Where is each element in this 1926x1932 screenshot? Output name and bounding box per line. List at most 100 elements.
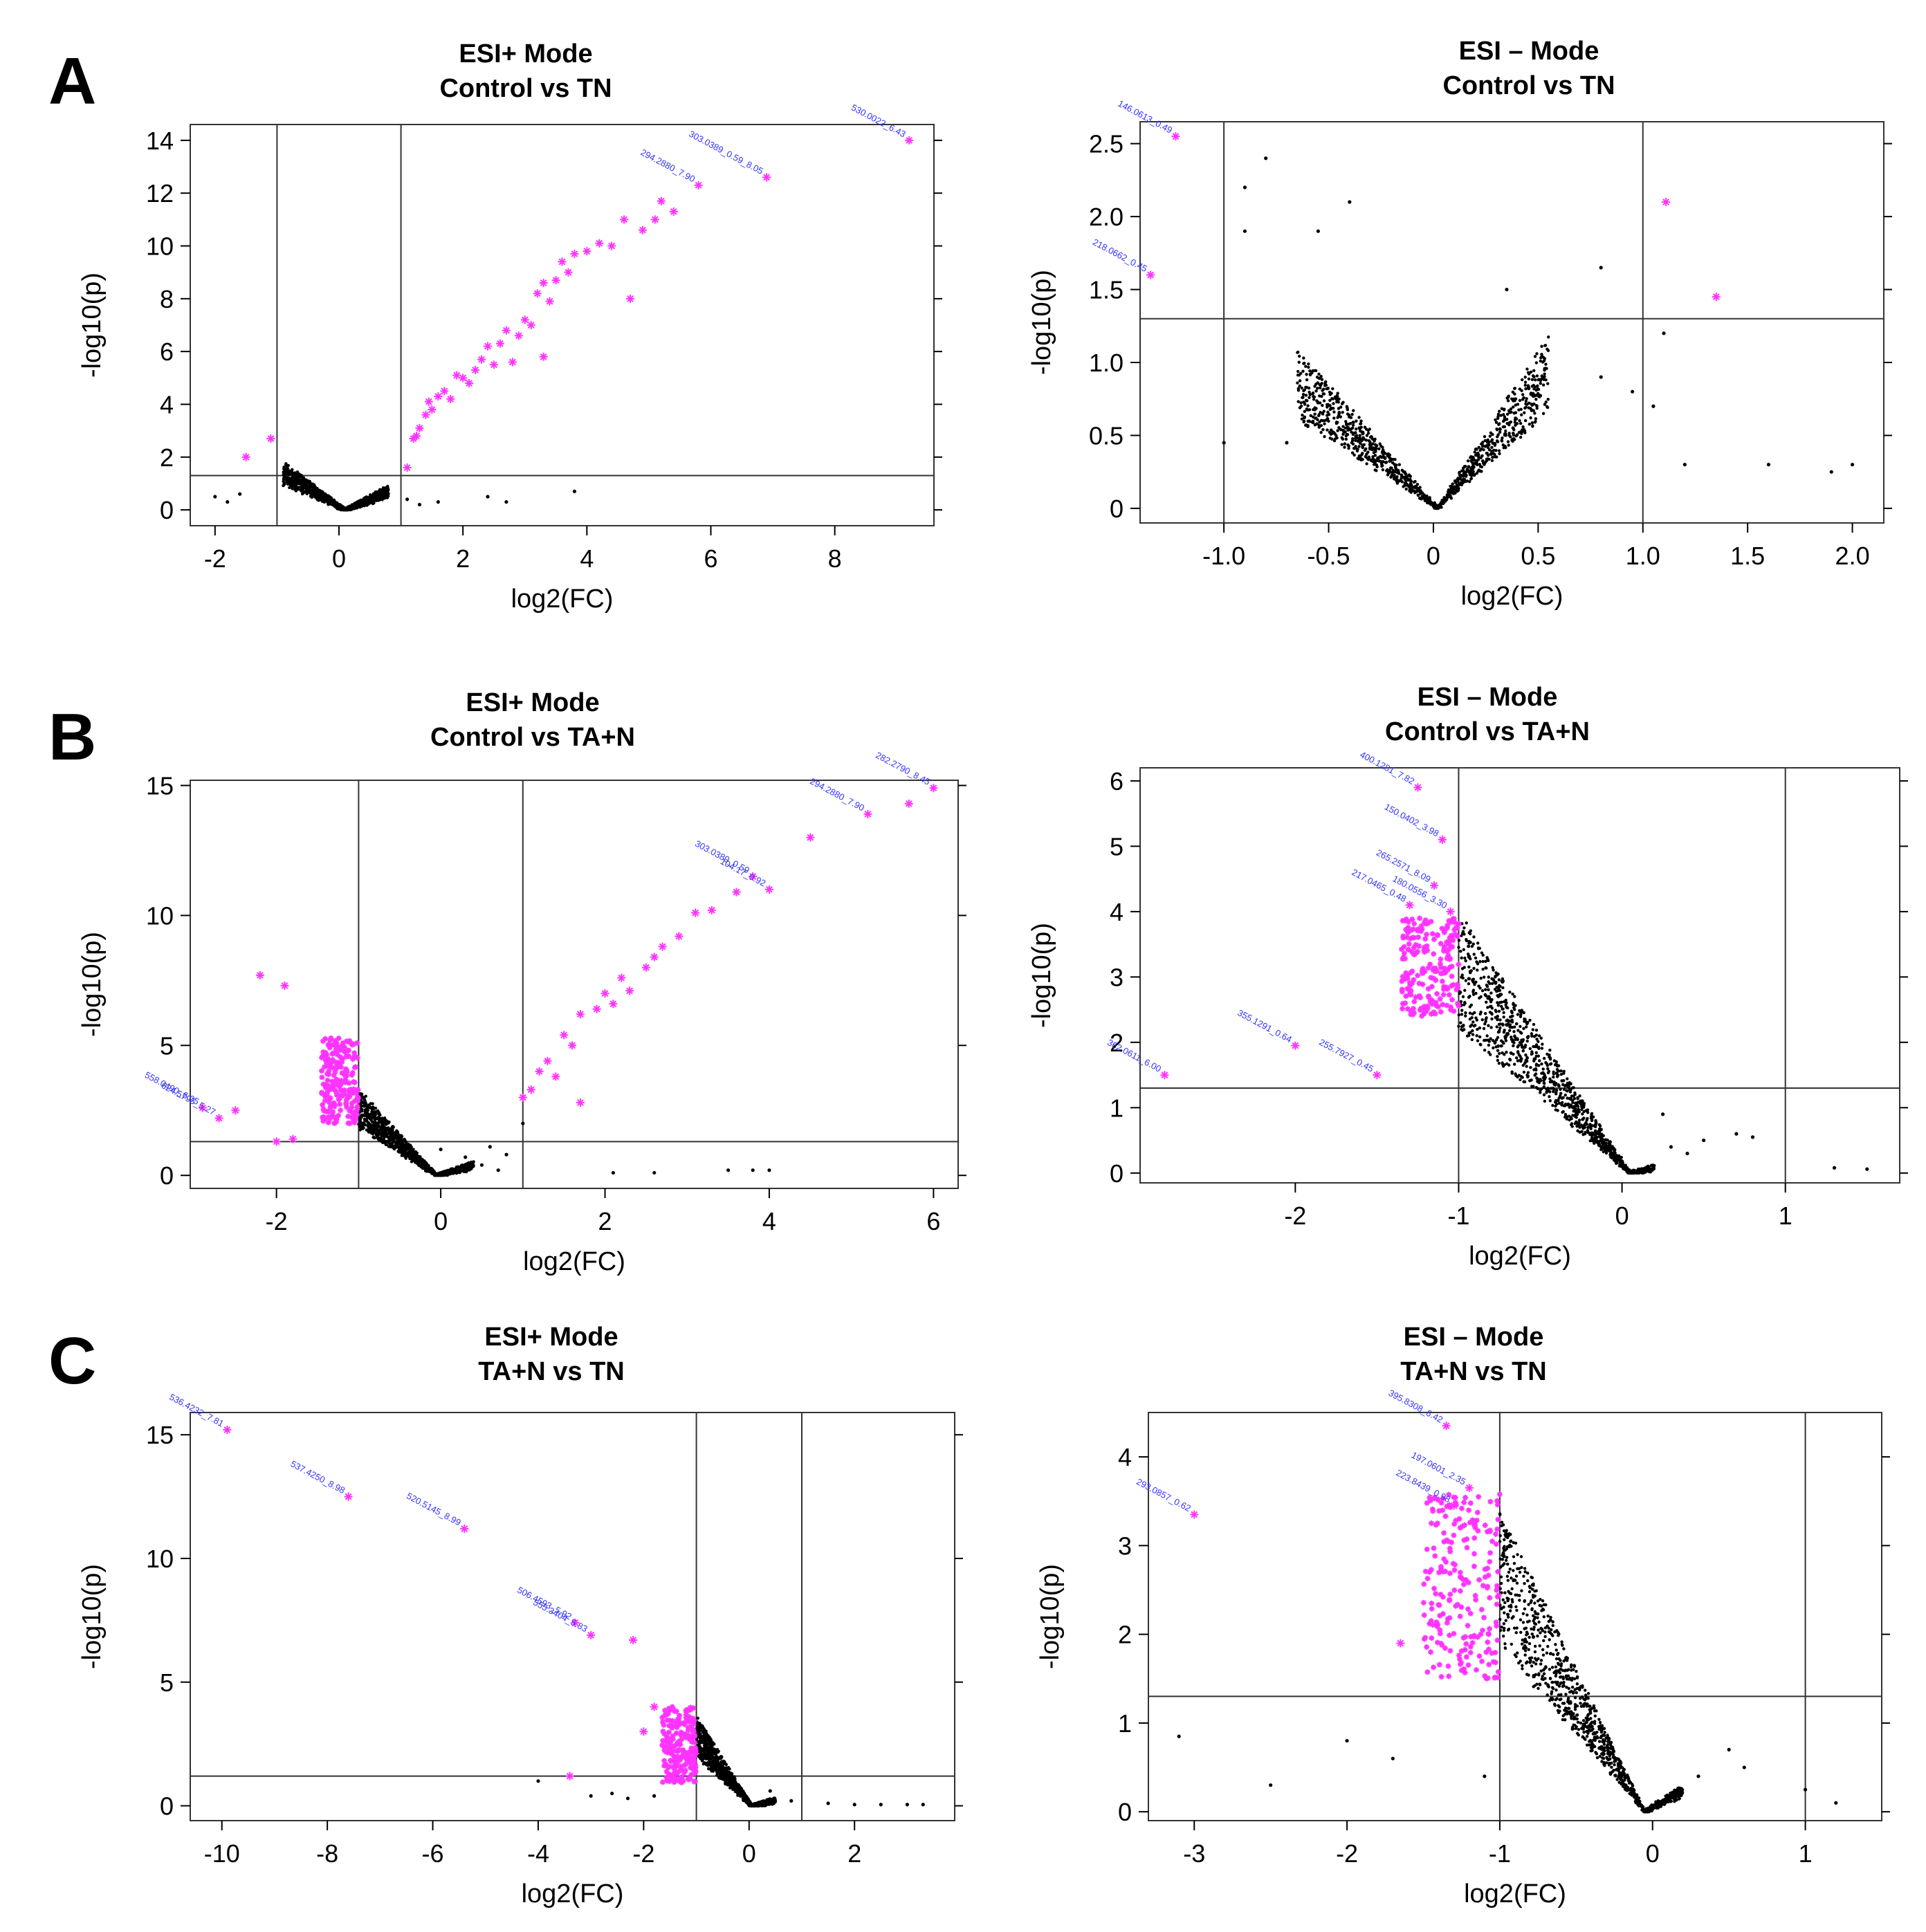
nonsignificant-point <box>1512 1030 1516 1033</box>
x-tick-label: 0 <box>1427 542 1440 570</box>
nonsignificant-point <box>1490 438 1494 441</box>
nonsignificant-point <box>1296 381 1299 385</box>
nonsignificant-point <box>1496 1036 1500 1040</box>
nonsignificant-point <box>389 1134 394 1139</box>
nonsignificant-point <box>1468 970 1472 973</box>
nonsignificant-point <box>1566 1081 1570 1085</box>
nonsignificant-point <box>1344 437 1348 441</box>
significant-point <box>691 908 700 917</box>
nonsignificant-point <box>1457 1013 1461 1017</box>
nonsignificant-point <box>1524 402 1528 406</box>
nonsignificant-point <box>1541 383 1546 387</box>
significant-point <box>333 1059 340 1065</box>
y-tick-label: 4 <box>1110 898 1124 926</box>
significant-point <box>342 1076 349 1083</box>
nonsignificant-point <box>351 506 354 509</box>
nonsignificant-point <box>652 1170 657 1175</box>
significant-point <box>320 1102 326 1108</box>
nonsignificant-point <box>321 499 324 502</box>
nonsignificant-cloud <box>1457 921 1656 1175</box>
nonsignificant-point <box>313 487 317 490</box>
nonsignificant-point <box>1541 412 1546 415</box>
significant-point <box>471 365 480 374</box>
nonsignificant-point <box>1471 456 1475 460</box>
nonsignificant-point <box>1504 432 1507 436</box>
nonsignificant-point <box>1316 229 1320 233</box>
significant-point <box>320 1049 327 1055</box>
nonsignificant-point <box>1461 481 1465 485</box>
significant-point <box>732 887 741 896</box>
nonsignificant-point <box>1530 1052 1534 1056</box>
nonsignificant-point <box>1321 412 1325 416</box>
nonsignificant-point <box>1326 417 1330 421</box>
nonsignificant-point <box>1551 1103 1554 1107</box>
nonsignificant-point <box>1530 1085 1534 1088</box>
nonsignificant-point <box>1355 434 1359 437</box>
nonsignificant-point <box>1470 1023 1474 1027</box>
nonsignificant-point <box>1546 349 1550 353</box>
x-tick-label: -2 <box>204 544 226 573</box>
significant-point <box>535 1067 544 1076</box>
y-tick-label: 2 <box>160 443 174 472</box>
nonsignificant-point <box>383 1120 387 1123</box>
nonsignificant-point <box>1510 1025 1514 1029</box>
significant-point <box>350 1056 356 1062</box>
significant-point <box>514 331 523 340</box>
nonsignificant-point <box>1469 1003 1474 1007</box>
nonsignificant-point <box>1494 1040 1497 1044</box>
nonsignificant-point <box>289 478 293 482</box>
nonsignificant-point <box>1381 463 1384 468</box>
nonsignificant-point <box>1462 932 1466 936</box>
nonsignificant-point <box>1588 1131 1591 1135</box>
nonsignificant-point <box>1361 436 1365 439</box>
nonsignificant-point <box>1485 452 1489 455</box>
y-tick-label: 2 <box>1110 1029 1124 1057</box>
nonsignificant-point <box>1455 483 1459 486</box>
nonsignificant-point <box>1503 425 1507 429</box>
nonsignificant-point <box>1337 407 1341 410</box>
significant-point <box>650 215 659 224</box>
nonsignificant-point <box>1476 451 1480 455</box>
nonsignificant-point <box>1535 352 1539 356</box>
nonsignificant-point <box>1597 1130 1601 1133</box>
nonsignificant-point <box>1505 1062 1509 1066</box>
nonsignificant-point <box>1467 982 1471 986</box>
nonsignificant-point <box>1476 458 1480 461</box>
nonsignificant-point <box>1552 1087 1556 1092</box>
nonsignificant-point <box>1471 1033 1475 1036</box>
significant-point <box>241 452 250 461</box>
nonsignificant-point <box>1590 1115 1594 1119</box>
significant-point <box>333 1040 340 1047</box>
nonsignificant-point <box>1476 968 1479 972</box>
nonsignificant-point <box>1491 966 1494 969</box>
nonsignificant-point <box>1296 369 1300 374</box>
nonsignificant-point <box>356 504 360 508</box>
nonsignificant-point <box>1602 1150 1606 1154</box>
nonsignificant-point <box>1530 1032 1534 1036</box>
nonsignificant-point <box>1435 504 1439 508</box>
nonsignificant-point <box>1336 429 1339 432</box>
significant-point <box>330 1050 336 1056</box>
nonsignificant-point <box>1535 1038 1539 1041</box>
nonsignificant-point <box>1615 1161 1619 1165</box>
nonsignificant-point <box>1474 991 1478 995</box>
nonsignificant-point <box>1548 1080 1552 1084</box>
nonsignificant-point <box>1325 403 1329 407</box>
nonsignificant-point <box>291 487 294 490</box>
nonsignificant-point <box>381 495 385 499</box>
nonsignificant-point <box>1471 1029 1474 1033</box>
nonsignificant-point <box>1496 1018 1499 1022</box>
nonsignificant-point <box>1650 1168 1653 1172</box>
nonsignificant-point <box>1537 1054 1541 1058</box>
nonsignificant-point <box>1498 1022 1502 1026</box>
nonsignificant-point <box>1479 470 1483 473</box>
nonsignificant-point <box>1523 430 1527 433</box>
nonsignificant-point <box>1470 460 1474 463</box>
nonsignificant-point <box>1581 1101 1585 1105</box>
nonsignificant-point <box>1568 1105 1572 1108</box>
significant-point <box>344 1104 350 1110</box>
significant-point <box>1410 1006 1416 1012</box>
nonsignificant-point <box>1308 393 1312 396</box>
nonsignificant-point <box>1850 463 1855 467</box>
